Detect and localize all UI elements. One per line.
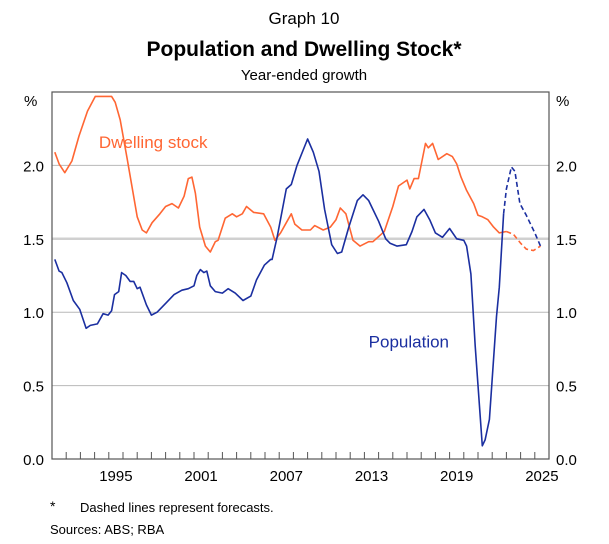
y-tick-label-right: 2.0 — [556, 158, 577, 175]
x-tick-label: 2001 — [184, 468, 217, 485]
chart-subtitle: Year-ended growth — [241, 67, 367, 84]
population-series-label: Population — [369, 332, 449, 351]
x-tick-label: 2007 — [270, 468, 303, 485]
chart-title: Population and Dwelling Stock* — [146, 38, 462, 61]
population-forecast-line — [502, 165, 542, 247]
x-tick-label: 1995 — [99, 468, 132, 485]
x-tick-label: 2013 — [355, 468, 388, 485]
y-tick-label-right: 0.5 — [556, 379, 577, 396]
x-tick-label: 2025 — [525, 468, 558, 485]
gridlines — [52, 164, 549, 387]
y-tick-label-right: 0.0 — [556, 452, 577, 469]
tick-labels: 0.0 0.0 0.5 0.5 1.0 1.0 1.5 1.5 2.0 2.0 1995 2001 20… — [23, 133, 577, 485]
y-axis-unit-left: % — [24, 93, 37, 110]
y-tick-label-left: 1.0 — [23, 305, 44, 322]
dwelling-stock-forecast-line — [506, 230, 541, 252]
series-lines — [54, 95, 542, 447]
x-tick-label: 2019 — [440, 468, 473, 485]
y-tick-label-left: 2.0 — [23, 158, 44, 175]
footnote: Dashed lines represent forecasts. — [80, 500, 274, 515]
dwelling-stock-line — [54, 95, 507, 253]
y-tick-label-left: 0.5 — [23, 379, 44, 396]
population-line — [54, 138, 505, 447]
sources: Sources: ABS; RBA — [50, 522, 164, 537]
y-tick-label-right: 1.0 — [556, 305, 577, 322]
footnote-marker: * — [50, 498, 56, 514]
axes — [51, 91, 550, 460]
dwelling-stock-series-label: Dwelling stock — [99, 133, 208, 152]
y-tick-label-left: 0.0 — [23, 452, 44, 469]
y-axis-unit-right: % — [556, 93, 569, 110]
y-tick-label-right: 1.5 — [556, 232, 577, 249]
y-tick-label-left: 1.5 — [23, 232, 44, 249]
plot-frame — [51, 91, 550, 460]
graph-number: Graph 10 — [269, 9, 340, 28]
